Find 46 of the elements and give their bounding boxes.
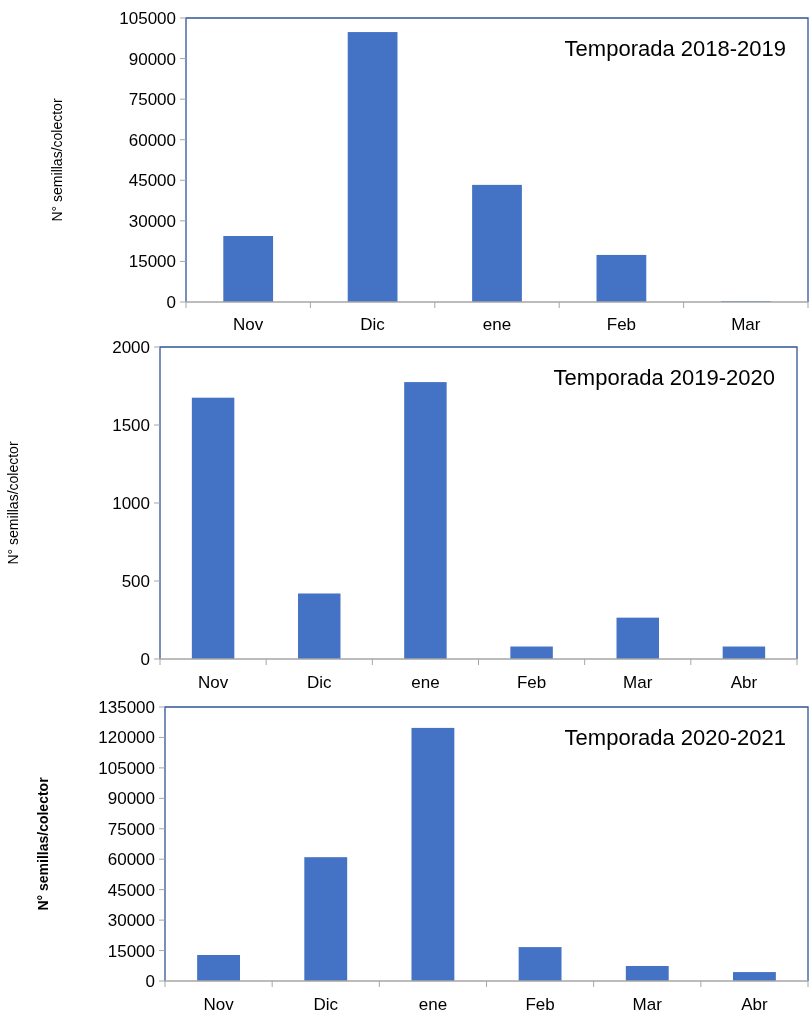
- y-tick-label: 1000: [112, 493, 150, 513]
- x-tick-label: Abr: [730, 673, 758, 692]
- y-tick-label: 30000: [107, 911, 155, 931]
- y-tick-label: 60000: [107, 850, 155, 870]
- x-tick-label: Feb: [606, 315, 637, 334]
- x-tick-label: Mar: [731, 315, 761, 334]
- y-tick-label: 2000: [112, 337, 150, 357]
- y-tick-label: 75000: [128, 90, 176, 110]
- y-tick-label: 15000: [128, 252, 176, 272]
- y-tick-label: 135000: [98, 697, 155, 717]
- y-tick-label: 120000: [98, 728, 155, 748]
- x-tick-label: Mar: [623, 673, 653, 692]
- x-tick-label: Feb: [525, 995, 555, 1014]
- y-tick-label: 0: [166, 292, 176, 312]
- x-tick-label: Dic: [313, 995, 339, 1014]
- y-axis-title: N° semillas/colector: [5, 441, 21, 565]
- x-tick-label: Feb: [516, 673, 547, 692]
- y-tick-label: 75000: [107, 819, 155, 839]
- x-tick-label: Dic: [360, 315, 386, 334]
- text: Temporada 2018-2019: [564, 36, 786, 61]
- x-tick-label: ene: [418, 995, 448, 1014]
- y-axis-title: N° semillas/colector: [49, 98, 65, 222]
- x-tick-label: Nov: [233, 315, 264, 334]
- x-tick-label: ene: [411, 673, 440, 692]
- y-tick-label: 105000: [98, 758, 155, 778]
- y-tick-label: 105000: [119, 8, 176, 28]
- y-tick-label: 45000: [128, 171, 176, 191]
- y-tick-label: 60000: [128, 130, 176, 150]
- y-tick-label: 0: [145, 971, 155, 991]
- x-tick-label: Nov: [203, 995, 235, 1014]
- x-tick-label: Abr: [741, 995, 768, 1014]
- text: Temporada 2020-2021: [564, 725, 786, 750]
- y-tick-label: 90000: [107, 789, 155, 809]
- y-tick-label: 0: [140, 649, 150, 669]
- y-tick-label: 90000: [128, 49, 176, 69]
- y-tick-label: 45000: [107, 880, 155, 900]
- y-tick-label: 500: [121, 571, 150, 591]
- x-tick-label: Nov: [197, 673, 229, 692]
- x-tick-label: ene: [482, 315, 512, 334]
- x-tick-label: Dic: [306, 673, 333, 692]
- y-tick-label: 30000: [128, 211, 176, 231]
- y-axis-title: N° semillas/colector: [35, 776, 51, 911]
- x-tick-label: Mar: [632, 995, 663, 1014]
- y-tick-label: 1500: [112, 415, 150, 435]
- text: Temporada 2019-2020: [553, 365, 775, 390]
- y-tick-label: 15000: [107, 941, 155, 961]
